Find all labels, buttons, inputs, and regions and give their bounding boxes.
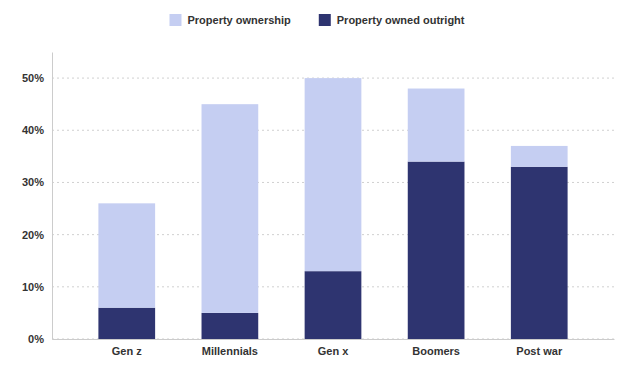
y-tick: 10% [22,281,52,293]
grid [52,78,614,339]
bar-segment [511,167,568,339]
legend: Property ownership Property owned outrigh… [169,14,464,26]
axis-line [53,339,615,340]
x-tick: Gen x [318,339,349,357]
x-tick-label: Gen x [318,345,349,357]
legend-item: Property ownership [169,14,291,26]
legend-label: Property owned outright [337,14,465,26]
bar-segment [408,162,465,339]
bar-segment [202,313,259,339]
legend-item: Property owned outright [319,14,465,26]
legend-swatch [169,14,181,26]
bar-segment [408,89,465,162]
legend-label: Property ownership [187,14,291,26]
plot: 0% 10% 20% 30% 40% 50% Gen z Millennials Gen x Bo… [22,53,615,357]
axis-line [52,53,53,340]
chart: 0% 10% 20% 30% 40% 50% Gen z Millennials Gen x Bo… [0,0,634,371]
bar-segment [98,203,155,307]
bar-segment [305,271,362,339]
x-tick: Millennials [202,339,258,357]
y-tick: 30% [22,176,52,188]
y-tick-label: 20% [22,229,44,241]
y-axis: 0% 10% 20% 30% 40% 50% [22,53,53,346]
x-tick: Boomers [412,339,460,357]
x-tick: Gen z [112,339,142,357]
y-tick-label: 50% [22,72,44,84]
y-tick-label: 30% [22,176,44,188]
y-tick-label: 40% [22,124,44,136]
y-tick: 40% [22,124,52,136]
x-tick-label: Post war [516,345,563,357]
y-tick: 0% [28,333,52,345]
bar-segment [305,78,362,271]
bar-segment [98,308,155,339]
y-tick-label: 0% [28,333,44,345]
x-tick: Post war [516,339,563,357]
bar-series [98,78,567,313]
x-tick-label: Millennials [202,345,258,357]
x-axis: Gen z Millennials Gen x Boomers Post war [53,339,615,357]
bars [98,78,567,339]
y-tick-label: 10% [22,281,44,293]
bar-segment [511,146,568,167]
x-tick-label: Gen z [112,345,142,357]
bar-segment [202,104,259,313]
legend-swatch [319,14,331,26]
x-tick-label: Boomers [412,345,460,357]
y-tick: 50% [22,72,52,84]
y-tick: 20% [22,229,52,241]
